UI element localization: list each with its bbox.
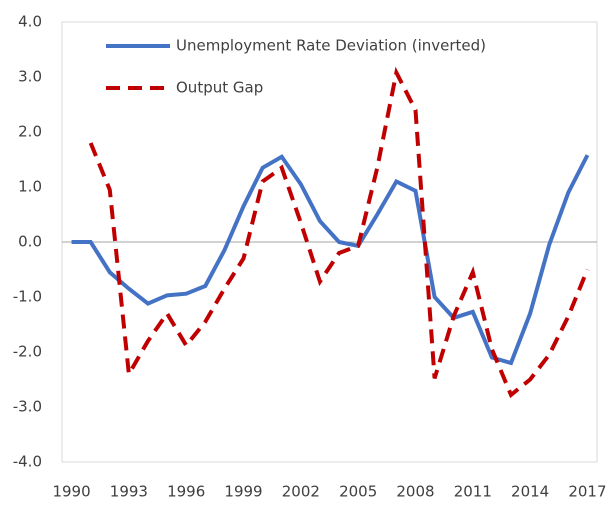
y-tick-label: -2.0: [13, 343, 42, 361]
x-tick-label: 2002: [282, 483, 320, 501]
y-tick-label: -3.0: [13, 398, 42, 416]
x-tick-label: 1993: [110, 483, 148, 501]
x-tick-label: 2017: [568, 483, 606, 501]
x-tick-label: 1990: [52, 483, 90, 501]
x-tick-label: 1996: [167, 483, 205, 501]
legend-label: Output Gap: [176, 79, 263, 97]
x-tick-label: 2011: [454, 483, 492, 501]
legend-label: Unemployment Rate Deviation (inverted): [176, 37, 486, 55]
series-line: [88, 66, 590, 399]
x-tick-label: 2014: [511, 483, 549, 501]
y-tick-label: 3.0: [18, 68, 42, 86]
x-tick-label: 2008: [396, 483, 434, 501]
y-tick-label: 2.0: [18, 123, 42, 141]
series-line: [71, 154, 590, 366]
y-tick-label: 1.0: [18, 178, 42, 196]
y-tick-label: -1.0: [13, 288, 42, 306]
y-tick-label: 0.0: [18, 233, 42, 251]
y-tick-label: -4.0: [13, 453, 42, 471]
y-tick-label: 4.0: [18, 13, 42, 31]
x-tick-label: 2005: [339, 483, 377, 501]
x-tick-label: 1999: [224, 483, 262, 501]
